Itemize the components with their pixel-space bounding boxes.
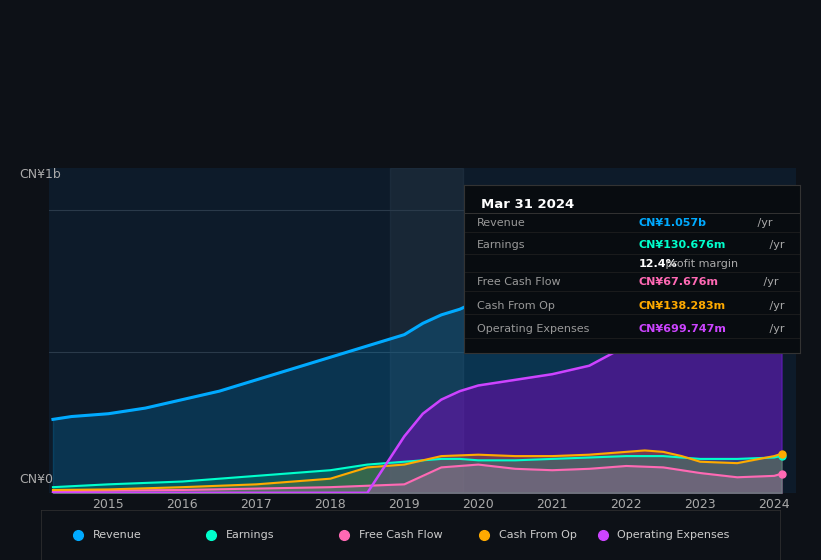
Text: CN¥1.057b: CN¥1.057b	[639, 218, 707, 228]
Text: /yr: /yr	[760, 277, 778, 287]
Text: Operating Expenses: Operating Expenses	[617, 530, 730, 540]
Text: CN¥138.283m: CN¥138.283m	[639, 301, 726, 311]
Text: CN¥699.747m: CN¥699.747m	[639, 324, 727, 334]
Text: Free Cash Flow: Free Cash Flow	[477, 277, 561, 287]
Text: Earnings: Earnings	[226, 530, 274, 540]
Text: Cash From Op: Cash From Op	[477, 301, 555, 311]
Text: /yr: /yr	[754, 218, 773, 228]
Text: CN¥67.676m: CN¥67.676m	[639, 277, 719, 287]
Text: profit margin: profit margin	[663, 259, 739, 269]
Text: Cash From Op: Cash From Op	[499, 530, 577, 540]
Text: Earnings: Earnings	[477, 240, 525, 250]
Text: Revenue: Revenue	[477, 218, 526, 228]
Text: CN¥0: CN¥0	[20, 473, 53, 486]
Text: /yr: /yr	[766, 301, 785, 311]
Bar	[389, 168, 464, 493]
Text: CN¥130.676m: CN¥130.676m	[639, 240, 727, 250]
Text: 12.4%: 12.4%	[639, 259, 677, 269]
Text: CN¥1b: CN¥1b	[20, 168, 61, 181]
Text: Mar 31 2024: Mar 31 2024	[481, 198, 574, 211]
Text: /yr: /yr	[766, 324, 785, 334]
Text: Revenue: Revenue	[93, 530, 141, 540]
Text: Operating Expenses: Operating Expenses	[477, 324, 589, 334]
Text: Free Cash Flow: Free Cash Flow	[359, 530, 443, 540]
Text: /yr: /yr	[766, 240, 785, 250]
